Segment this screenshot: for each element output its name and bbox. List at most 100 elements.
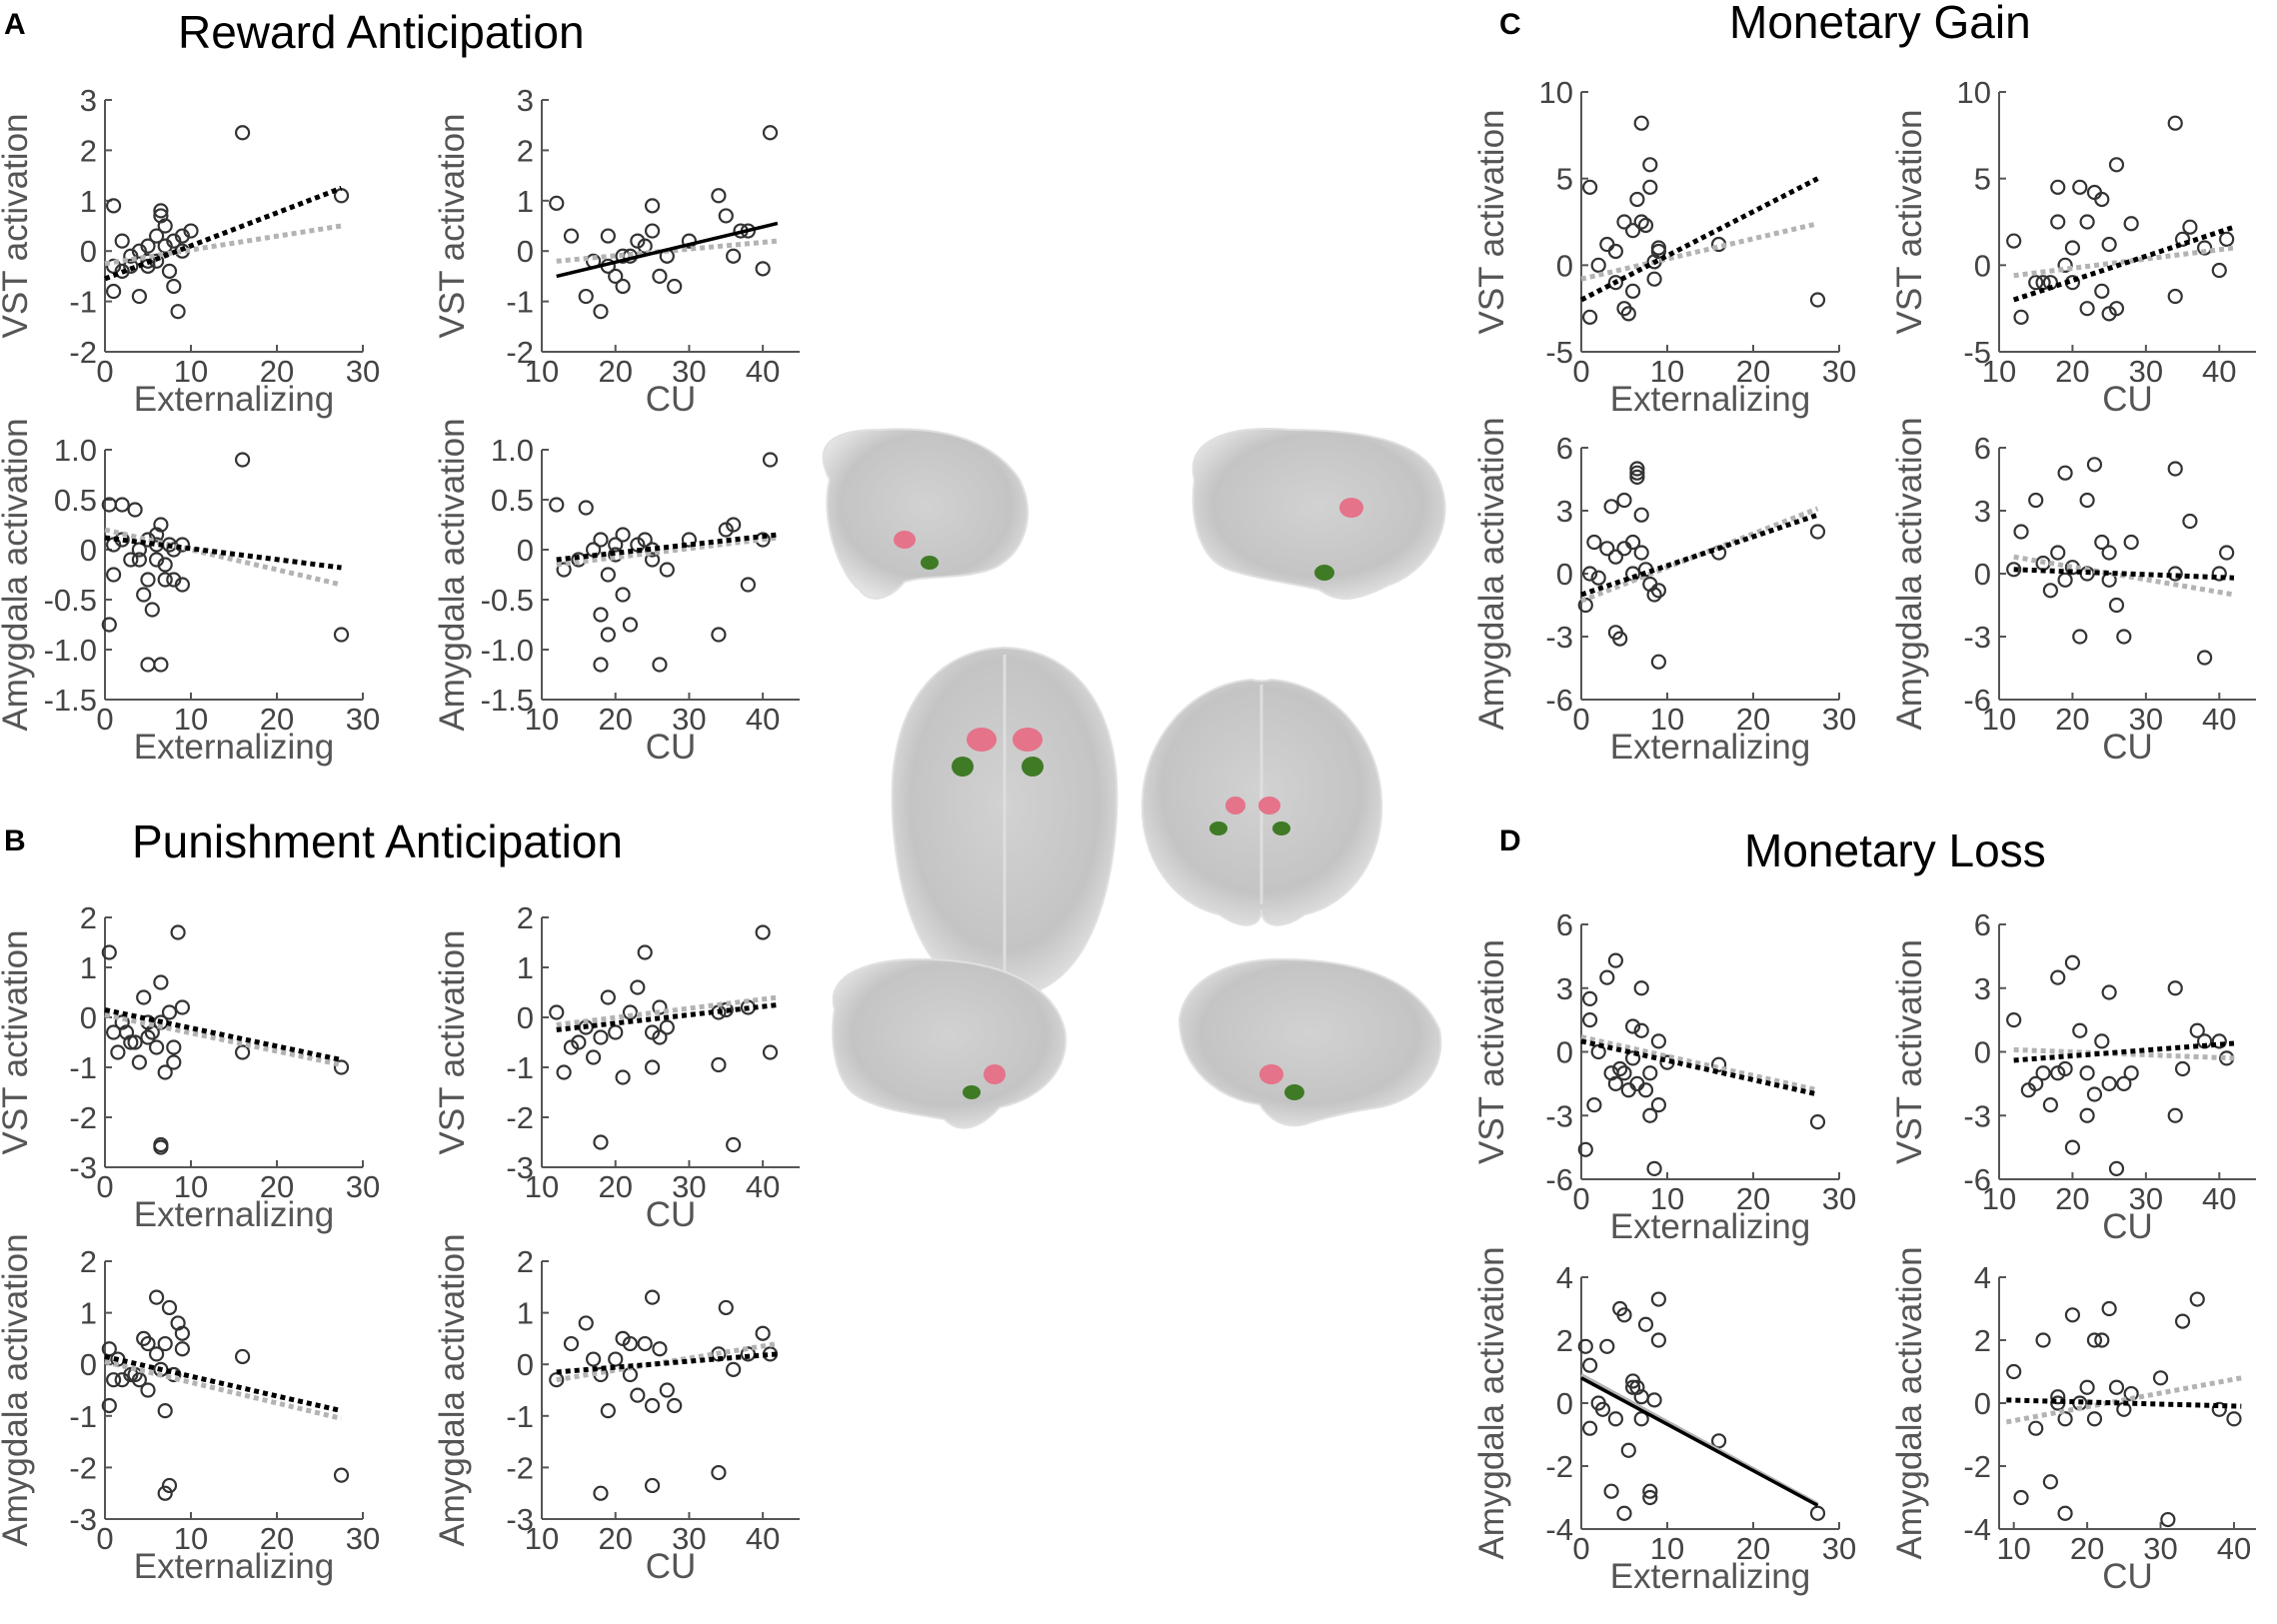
y-tick-label: 0 bbox=[1556, 248, 1573, 283]
data-point bbox=[235, 452, 251, 468]
data-point bbox=[2101, 236, 2117, 253]
data-point bbox=[608, 537, 624, 553]
data-point bbox=[2189, 1022, 2205, 1038]
data-point bbox=[140, 253, 156, 269]
data-point bbox=[549, 1372, 565, 1388]
data-point bbox=[110, 1044, 126, 1060]
data-point bbox=[2057, 1411, 2073, 1427]
data-point bbox=[2057, 257, 2073, 273]
data-point bbox=[652, 1341, 668, 1357]
data-point bbox=[2013, 1489, 2029, 1506]
data-point bbox=[123, 1034, 139, 1050]
data-point bbox=[711, 627, 727, 643]
data-point bbox=[157, 557, 173, 573]
data-point bbox=[652, 657, 668, 673]
data-point bbox=[1607, 1075, 1624, 1091]
scatter-panel-a2: -2 -1 0 1 2 3 10 20 30 40 CU VST activation bbox=[433, 83, 800, 419]
data-point bbox=[140, 1335, 156, 1352]
data-point bbox=[1809, 292, 1826, 308]
data-point bbox=[1633, 507, 1649, 523]
data-point bbox=[157, 1485, 173, 1501]
x-axis-label: CU bbox=[646, 380, 697, 419]
data-point bbox=[149, 1346, 165, 1362]
y-axis-label: VST activation bbox=[1890, 939, 1929, 1164]
data-point bbox=[1620, 1442, 1636, 1458]
y-tick-label: 6 bbox=[1974, 907, 1991, 942]
regression-line-black bbox=[556, 532, 779, 563]
data-point bbox=[131, 542, 147, 558]
y-axis-label: VST activation bbox=[433, 113, 472, 338]
data-point bbox=[711, 1464, 727, 1481]
y-tick-label: -2 bbox=[506, 335, 534, 370]
data-point bbox=[593, 1029, 609, 1045]
data-point bbox=[578, 288, 594, 305]
regression-line-black bbox=[556, 1351, 779, 1375]
data-point bbox=[123, 258, 139, 274]
x-tick-label: 20 bbox=[598, 1169, 632, 1204]
regression-line-black bbox=[104, 1354, 343, 1414]
x-tick-label: 0 bbox=[96, 1521, 113, 1556]
data-point bbox=[157, 218, 173, 234]
x-tick-label: 20 bbox=[2055, 354, 2089, 389]
x-axis-label: Externalizing bbox=[134, 1195, 334, 1234]
data-point bbox=[1624, 1050, 1641, 1066]
data-point bbox=[2101, 984, 2117, 1000]
y-tick-label: 1 bbox=[80, 1296, 97, 1331]
data-point bbox=[726, 1361, 742, 1377]
vst-region-icon bbox=[1013, 728, 1043, 752]
data-point bbox=[1590, 570, 1606, 586]
y-tick-label: -1 bbox=[69, 285, 97, 320]
data-point bbox=[2006, 233, 2022, 249]
y-axis-label: Amygdala activation bbox=[1472, 417, 1511, 730]
data-point bbox=[2152, 1370, 2169, 1386]
data-point bbox=[2079, 492, 2095, 509]
data-point bbox=[556, 562, 572, 578]
data-point bbox=[1633, 545, 1649, 561]
data-point bbox=[2101, 545, 2117, 561]
scatter-panel-b2: -3 -2 -1 0 1 2 10 20 30 40 CU VST activation bbox=[433, 900, 800, 1234]
data-point bbox=[2079, 214, 2095, 230]
data-point bbox=[637, 532, 653, 548]
data-point bbox=[2050, 545, 2066, 561]
regression-line-gray bbox=[556, 535, 779, 568]
y-tick-label: -0.5 bbox=[481, 583, 534, 618]
y-tick-label: -1.5 bbox=[44, 683, 97, 718]
data-point bbox=[183, 223, 199, 239]
data-point bbox=[593, 1485, 609, 1501]
y-tick-label: 1 bbox=[517, 1296, 534, 1331]
y-tick-label: -1 bbox=[506, 1399, 534, 1434]
x-tick-label: 40 bbox=[746, 354, 780, 389]
scatter-panel-d3: -4 -2 0 2 4 0 10 20 30 Externalizing Amygdala acti… bbox=[1472, 1246, 1856, 1596]
y-tick-label: 6 bbox=[1556, 907, 1573, 942]
section-letter-d: D bbox=[1499, 824, 1521, 857]
regression-line-gray bbox=[104, 1359, 343, 1421]
y-tick-label: -2 bbox=[1545, 1449, 1573, 1484]
y-tick-label: 3 bbox=[1556, 494, 1573, 529]
y-tick-label: 1.0 bbox=[491, 433, 534, 468]
x-axis-label: CU bbox=[646, 1547, 697, 1586]
data-point bbox=[1586, 534, 1602, 551]
data-point bbox=[1612, 1060, 1628, 1077]
data-point bbox=[2079, 1065, 2095, 1081]
x-tick-label: 10 bbox=[1650, 1181, 1684, 1216]
data-point bbox=[637, 1335, 653, 1352]
data-point bbox=[1607, 549, 1624, 565]
y-tick-label: 0 bbox=[1556, 557, 1573, 592]
data-point bbox=[2101, 1075, 2117, 1091]
data-point bbox=[556, 1064, 572, 1080]
data-point bbox=[637, 238, 653, 254]
data-point bbox=[1624, 1018, 1641, 1034]
x-tick-label: 20 bbox=[2055, 702, 2089, 737]
data-point bbox=[1629, 469, 1645, 485]
data-point bbox=[1581, 990, 1598, 1006]
data-point bbox=[2042, 1474, 2058, 1490]
data-point bbox=[644, 1289, 661, 1305]
y-tick-label: -2 bbox=[506, 1450, 534, 1485]
data-point bbox=[2094, 1332, 2110, 1348]
data-point bbox=[2042, 583, 2058, 599]
data-point bbox=[1590, 1043, 1606, 1060]
scatter-panel-a4: -1.5 -1.0 -0.5 0 0.5 1.0 10 20 30 40 CU Amygdala ac… bbox=[433, 418, 800, 767]
data-point bbox=[1581, 1420, 1598, 1436]
y-tick-label: 1 bbox=[80, 184, 97, 219]
y-tick-label: 2 bbox=[517, 1244, 534, 1279]
